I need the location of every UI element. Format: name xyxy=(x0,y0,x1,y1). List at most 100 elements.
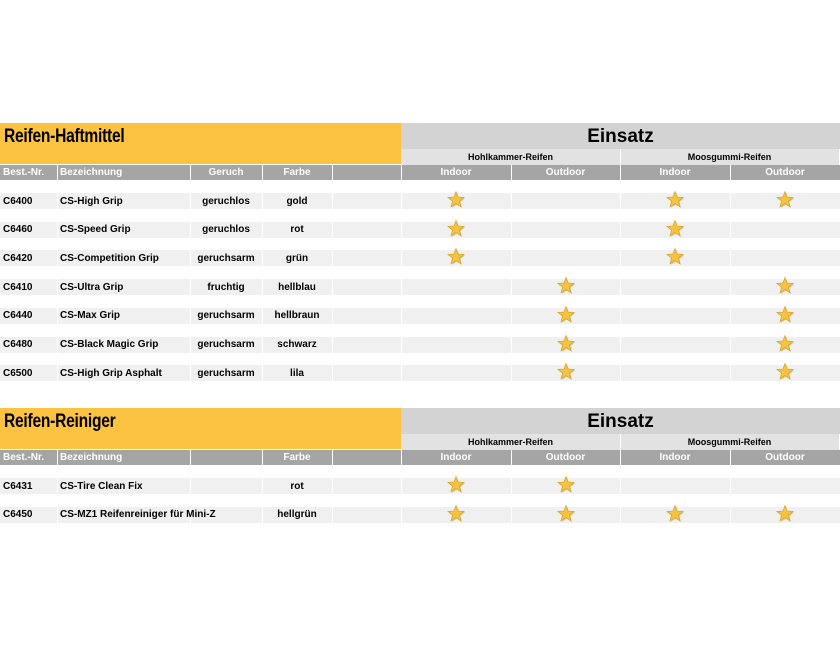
einsatz-title: Einsatz xyxy=(587,411,654,432)
row-cell xyxy=(333,193,401,209)
row-cell xyxy=(58,336,190,353)
header-cell xyxy=(191,165,262,180)
row-cell xyxy=(58,193,190,209)
cell: geruchsarm xyxy=(197,252,255,264)
row-cell xyxy=(191,506,262,523)
column-header: Best.-Nr. xyxy=(3,167,45,178)
row-cell xyxy=(58,506,190,523)
star xyxy=(665,190,685,208)
row-cell xyxy=(58,307,190,324)
row-cell xyxy=(402,279,511,296)
usage-header: Outdoor xyxy=(545,452,586,463)
star xyxy=(665,247,685,266)
star xyxy=(775,334,795,352)
row-cell xyxy=(333,365,401,382)
cell: geruchsarm xyxy=(197,339,255,350)
cell: CS-High Grip Asphalt xyxy=(60,367,162,379)
usage-header: Outdoor xyxy=(545,167,586,178)
row-cell xyxy=(0,193,57,209)
einsatz-bar xyxy=(401,123,840,149)
column-header: Farbe xyxy=(283,167,311,178)
cell: CS-Black Magic Grip xyxy=(60,339,159,350)
star xyxy=(665,219,685,237)
row-cell xyxy=(191,478,262,494)
row-cell xyxy=(333,250,401,267)
header-cell xyxy=(621,450,730,465)
row-cell xyxy=(191,307,262,324)
row-cell xyxy=(191,193,262,209)
header-cell xyxy=(333,450,401,465)
star xyxy=(446,219,466,237)
cell: hellbraun xyxy=(274,310,320,322)
header-cell xyxy=(58,450,190,465)
header-cell xyxy=(0,165,57,180)
cell: CS-Speed Grip xyxy=(60,224,131,236)
usage-header: Indoor xyxy=(440,452,472,463)
star xyxy=(775,305,795,323)
column-header: Geruch xyxy=(208,167,244,178)
row-cell xyxy=(731,221,840,238)
row-cell xyxy=(58,279,190,296)
cell: C6480 xyxy=(3,339,33,350)
cell: C6460 xyxy=(3,224,33,236)
row-cell xyxy=(263,221,332,238)
group-cell xyxy=(401,149,620,165)
cell: lila xyxy=(290,367,304,379)
header-cell xyxy=(263,165,332,180)
header-cell xyxy=(58,165,190,180)
star xyxy=(556,362,575,381)
row-cell xyxy=(263,279,332,296)
cell: C6400 xyxy=(3,195,33,207)
star xyxy=(446,190,466,208)
row-cell xyxy=(58,221,190,238)
einsatz-title: Einsatz xyxy=(587,126,654,147)
row-cell xyxy=(731,250,840,267)
row-cell xyxy=(512,193,620,209)
cell: CS-Tire Clean Fix xyxy=(60,480,143,492)
row-cell xyxy=(0,336,57,353)
row-cell xyxy=(263,307,332,324)
row-cell xyxy=(0,279,57,296)
row-cell xyxy=(0,221,57,238)
row-cell xyxy=(621,279,730,296)
header-cell xyxy=(402,165,511,180)
header-cell xyxy=(621,165,730,180)
usage-header: Indoor xyxy=(659,167,691,178)
title-bar xyxy=(0,408,401,449)
row-cell xyxy=(0,250,57,267)
cell: schwarz xyxy=(277,339,317,350)
cell: fruchtig xyxy=(207,281,245,293)
star xyxy=(446,475,466,493)
row-cell xyxy=(333,221,401,238)
row-cell xyxy=(333,279,401,296)
header-cell xyxy=(263,450,332,465)
cell: C6440 xyxy=(3,310,33,322)
row-cell xyxy=(621,336,730,353)
column-header: Bezeichnung xyxy=(60,167,123,178)
usage-header: Outdoor xyxy=(765,452,805,463)
row-cell xyxy=(0,307,57,324)
star xyxy=(556,276,575,294)
row-cell xyxy=(58,250,190,267)
row-cell xyxy=(263,336,332,353)
cell: CS-Competition Grip xyxy=(60,252,159,264)
cell: hellblau xyxy=(278,281,316,293)
row-cell xyxy=(621,307,730,324)
usage-header: Indoor xyxy=(440,167,472,178)
row-cell xyxy=(191,279,262,296)
cell: C6500 xyxy=(3,367,33,379)
row-cell xyxy=(263,193,332,209)
cell: CS-Ultra Grip xyxy=(60,281,124,293)
group-label: Hohlkammer-Reifen xyxy=(467,437,554,447)
row-cell xyxy=(191,336,262,353)
cell: geruchsarm xyxy=(197,310,255,322)
row-cell xyxy=(58,365,190,382)
row-cell xyxy=(333,336,401,353)
row-cell xyxy=(263,250,332,267)
star xyxy=(446,247,466,266)
row-cell xyxy=(333,506,401,523)
column-header: Farbe xyxy=(283,452,311,463)
cell: grün xyxy=(285,252,309,264)
table-title: Reifen-Haftmittel xyxy=(4,126,125,147)
row-cell xyxy=(512,221,620,238)
